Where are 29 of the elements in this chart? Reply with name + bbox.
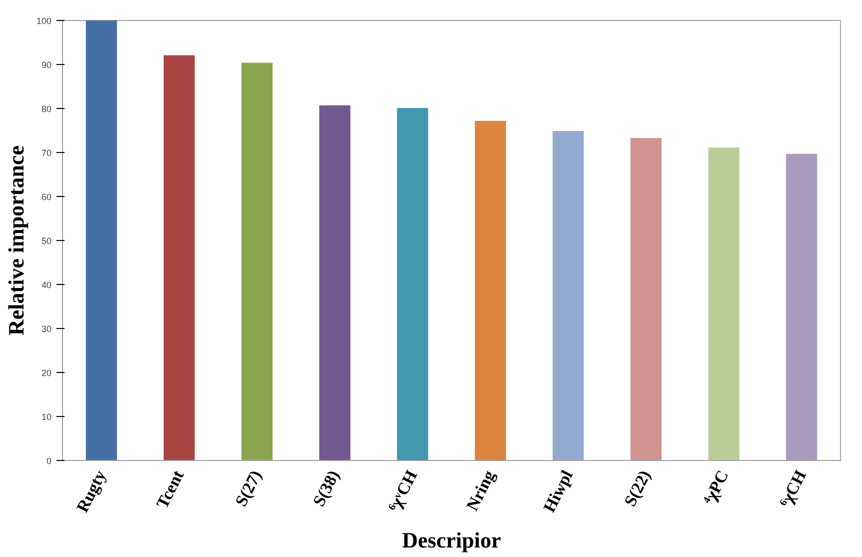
y-tick-label: 90 — [41, 60, 52, 70]
y-tick-label: 30 — [41, 324, 52, 334]
y-tick-label: 100 — [36, 16, 52, 26]
x-tick-label: ⁶χCH — [776, 467, 810, 510]
y-tick-label: 20 — [41, 368, 52, 378]
bar — [241, 62, 273, 460]
x-tick-label: S(22) — [620, 467, 654, 510]
x-tick-label: S(38) — [309, 467, 344, 510]
y-tick-label: 0 — [46, 456, 52, 466]
bar — [708, 148, 740, 460]
bar — [397, 108, 428, 460]
bar — [552, 130, 584, 460]
y-tick-label: 50 — [41, 236, 52, 246]
y-axis-title: Relative importance — [3, 145, 28, 336]
x-tick-label: Tcent — [152, 466, 188, 512]
bar — [630, 138, 662, 460]
bar — [474, 120, 506, 460]
bar — [86, 20, 117, 460]
x-tick-label: ⁴χPC — [699, 467, 732, 508]
bar — [319, 105, 350, 460]
y-tick-label: 40 — [41, 280, 52, 290]
y-tick-label: 60 — [41, 192, 52, 202]
bar — [164, 55, 195, 460]
x-axis-title: Descripior — [402, 528, 502, 553]
x-tick-label: S(27) — [231, 467, 266, 510]
y-tick-label: 70 — [41, 148, 52, 158]
y-tick-label: 10 — [41, 412, 52, 422]
bar — [786, 154, 818, 460]
y-tick-label: 80 — [41, 104, 52, 114]
